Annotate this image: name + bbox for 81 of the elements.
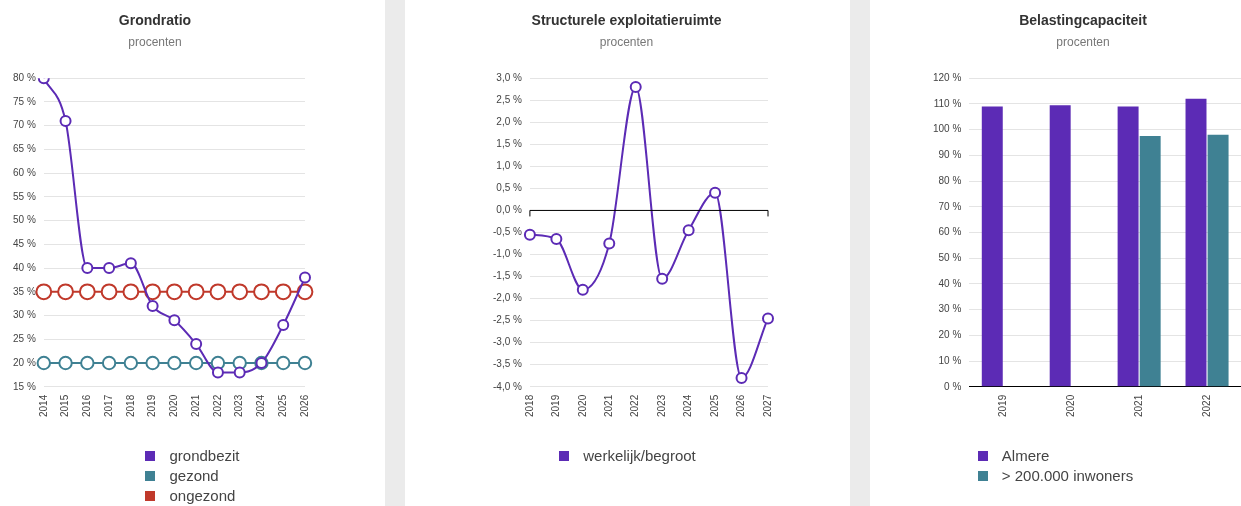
x-tick-label: 2023 xyxy=(233,394,245,417)
y-tick-label: 0 % xyxy=(944,380,962,392)
y-tick-label: -2,5 % xyxy=(493,314,522,326)
x-tick-label: 2020 xyxy=(576,394,588,417)
y-tick-label: 45 % xyxy=(13,238,36,250)
legend-label: Almere xyxy=(1001,446,1050,466)
chart-title: Grondratio xyxy=(118,12,192,29)
x-tick-label: 2025 xyxy=(276,394,288,417)
legend-label: > 200.000 inwoners xyxy=(1001,466,1134,486)
x-tick-label: 2020 xyxy=(168,394,180,417)
legend-label: ongezond xyxy=(169,486,236,506)
y-tick-label: 3,0 % xyxy=(496,71,522,83)
y-tick-label: 120 % xyxy=(933,71,962,83)
y-tick-label: 25 % xyxy=(13,333,36,345)
y-tick-label: 50 % xyxy=(938,251,962,263)
y-tick-label: 30 % xyxy=(13,309,36,321)
x-tick-label: 2021 xyxy=(189,394,201,417)
chart-title: Belastingcapaciteit xyxy=(1019,12,1148,29)
x-tick-label: 2019 xyxy=(550,394,562,417)
y-tick-label: 110 % xyxy=(933,97,962,109)
chart-subtitle: procenten xyxy=(128,35,182,50)
x-tick-label: 2018 xyxy=(523,394,535,417)
y-tick-label: -1,5 % xyxy=(493,270,522,282)
x-tick-label: 2015 xyxy=(59,394,71,417)
y-tick-label: 80 % xyxy=(938,174,962,186)
y-tick-label: 70 % xyxy=(13,119,36,131)
chart-subtitle: procenten xyxy=(1056,35,1110,50)
legend-label: werkelijk/begroot xyxy=(583,446,696,466)
x-tick-label: 2022 xyxy=(629,394,641,417)
y-tick-label: 60 % xyxy=(13,166,36,178)
chart-title: Structurele exploitatieruimte xyxy=(531,12,722,29)
x-tick-label: 2016 xyxy=(81,394,93,417)
x-tick-label: 2021 xyxy=(1132,394,1144,417)
y-tick-label: 1,0 % xyxy=(496,160,522,172)
x-tick-label: 2014 xyxy=(37,394,49,417)
y-tick-label: 20 % xyxy=(13,356,36,368)
x-tick-label: 2024 xyxy=(682,394,694,417)
y-tick-label: 70 % xyxy=(938,200,962,212)
y-tick-label: 2,5 % xyxy=(496,93,522,105)
y-tick-label: 15 % xyxy=(13,380,36,392)
y-tick-label: 40 % xyxy=(13,261,36,273)
y-tick-label: 100 % xyxy=(933,123,962,135)
y-tick-label: -4,0 % xyxy=(493,380,522,392)
y-tick-label: -0,5 % xyxy=(493,226,522,238)
y-tick-label: 20 % xyxy=(938,329,962,341)
x-tick-label: 2026 xyxy=(298,394,310,417)
y-tick-label: -1,0 % xyxy=(493,248,522,260)
x-tick-label: 2024 xyxy=(255,394,267,417)
x-tick-label: 2019 xyxy=(146,394,158,417)
x-tick-label: 2020 xyxy=(1064,394,1076,417)
x-tick-label: 2017 xyxy=(102,394,114,417)
y-tick-label: 0,5 % xyxy=(496,182,522,194)
x-tick-label: 2026 xyxy=(735,394,747,417)
chart-subtitle: procenten xyxy=(599,35,654,50)
y-tick-label: 0,0 % xyxy=(496,204,522,216)
y-tick-label: 65 % xyxy=(13,143,36,155)
x-tick-label: 2021 xyxy=(603,394,615,417)
y-tick-label: 50 % xyxy=(13,214,36,226)
y-tick-label: 10 % xyxy=(938,354,962,366)
x-tick-label: 2019 xyxy=(997,394,1009,417)
y-tick-label: 75 % xyxy=(13,95,36,107)
x-tick-label: 2022 xyxy=(1200,394,1212,417)
x-tick-label: 2018 xyxy=(124,394,136,417)
y-tick-label: 1,5 % xyxy=(496,138,522,150)
y-tick-label: -3,5 % xyxy=(493,358,522,370)
y-tick-label: 40 % xyxy=(938,277,962,289)
y-tick-label: 55 % xyxy=(13,190,36,202)
x-tick-label: 2023 xyxy=(655,394,667,417)
y-tick-label: 60 % xyxy=(938,226,962,238)
y-tick-label: 30 % xyxy=(938,303,962,315)
x-tick-label: 2027 xyxy=(761,394,773,417)
y-tick-label: 35 % xyxy=(13,285,36,297)
y-tick-label: -3,0 % xyxy=(493,336,522,348)
legend-label: grondbezit xyxy=(169,446,240,466)
y-tick-label: 2,0 % xyxy=(496,116,522,128)
y-tick-label: -2,0 % xyxy=(493,292,522,304)
legend-label: gezond xyxy=(169,466,219,486)
x-tick-label: 2022 xyxy=(211,394,223,417)
x-tick-label: 2025 xyxy=(708,394,720,417)
y-tick-label: 90 % xyxy=(938,149,962,161)
y-tick-label: 80 % xyxy=(13,71,36,83)
